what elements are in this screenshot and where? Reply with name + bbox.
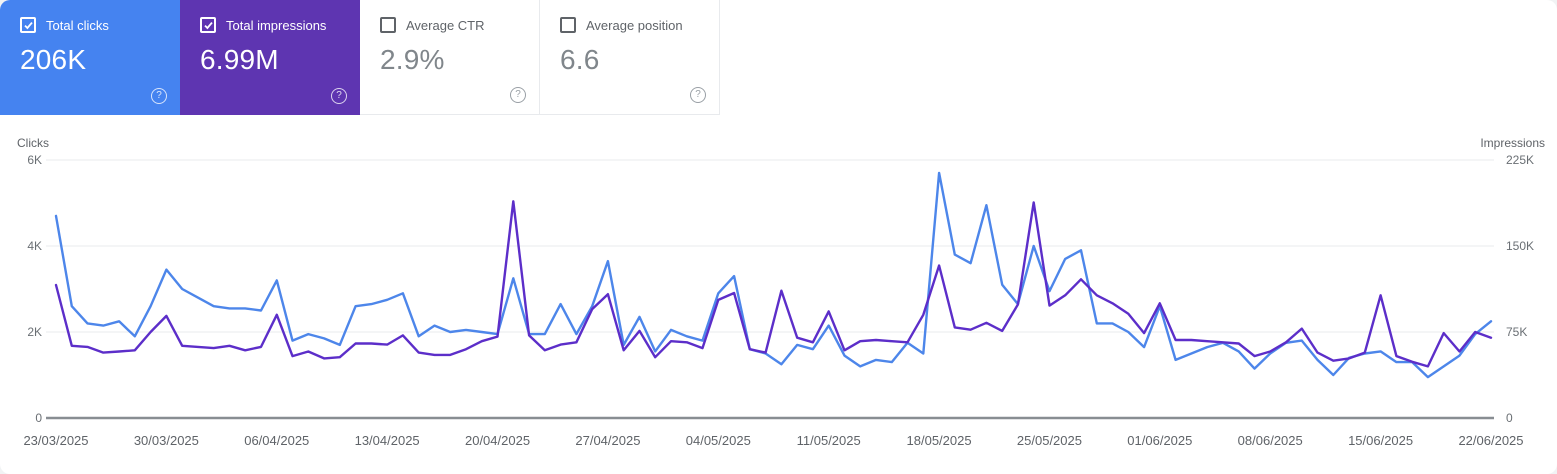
help-icon[interactable]: ? bbox=[151, 88, 167, 104]
left-axis-title: Clicks bbox=[17, 136, 49, 150]
x-axis-date-label: 23/03/2025 bbox=[23, 433, 89, 448]
metric-card-value: 6.99M bbox=[200, 44, 279, 75]
right-axis-tick-label: 225K bbox=[1506, 153, 1535, 167]
metric-card-value: 6.6 bbox=[560, 44, 600, 75]
metric-card-label: Total clicks bbox=[46, 17, 109, 33]
right-axis-tick-label: 75K bbox=[1506, 325, 1528, 339]
checkbox-average-position[interactable] bbox=[560, 17, 576, 33]
metric-card-value: 2.9% bbox=[380, 44, 445, 75]
x-axis-date-label: 06/04/2025 bbox=[244, 433, 310, 448]
metric-card-total-impressions[interactable]: Total impressions 6.99M ? bbox=[180, 0, 360, 115]
help-icon[interactable]: ? bbox=[690, 87, 706, 103]
metric-cards-row: Total clicks 206K ? Total impressions 6.… bbox=[0, 0, 720, 115]
help-icon[interactable]: ? bbox=[331, 88, 347, 104]
right-axis-title: Impressions bbox=[1480, 136, 1545, 150]
checkbox-total-clicks[interactable] bbox=[20, 17, 36, 33]
x-axis-date-label: 15/06/2025 bbox=[1348, 433, 1414, 448]
metric-card-total-clicks[interactable]: Total clicks 206K ? bbox=[0, 0, 180, 115]
right-axis-tick-label: 150K bbox=[1506, 239, 1535, 253]
x-axis-date-label: 18/05/2025 bbox=[906, 433, 972, 448]
metric-card-value: 206K bbox=[20, 44, 87, 75]
metric-card-label: Total impressions bbox=[226, 17, 327, 33]
metric-card-average-position[interactable]: Average position 6.6 ? bbox=[540, 0, 720, 115]
checkmark-icon bbox=[203, 21, 213, 29]
x-axis-date-label: 22/06/2025 bbox=[1458, 433, 1524, 448]
left-axis-tick-label: 2K bbox=[27, 325, 42, 339]
x-axis-date-label: 30/03/2025 bbox=[133, 433, 199, 448]
x-axis-date-label: 13/04/2025 bbox=[354, 433, 420, 448]
checkbox-total-impressions[interactable] bbox=[200, 17, 216, 33]
left-axis-tick-label: 6K bbox=[27, 153, 42, 167]
clicks-line[interactable] bbox=[54, 171, 1493, 379]
x-axis-date-label: 08/06/2025 bbox=[1237, 433, 1303, 448]
help-icon[interactable]: ? bbox=[510, 87, 526, 103]
left-axis-tick-label: 0 bbox=[35, 411, 42, 425]
metric-card-label: Average position bbox=[586, 17, 683, 33]
checkbox-average-ctr[interactable] bbox=[380, 17, 396, 33]
metric-card-average-ctr[interactable]: Average CTR 2.9% ? bbox=[360, 0, 540, 115]
impressions-line[interactable] bbox=[54, 200, 1493, 368]
x-axis-date-label: 01/06/2025 bbox=[1127, 433, 1193, 448]
x-axis-date-label: 11/05/2025 bbox=[796, 433, 861, 448]
x-axis-date-label: 25/05/2025 bbox=[1016, 433, 1082, 448]
checkmark-icon bbox=[23, 21, 33, 29]
x-axis-date-label: 04/05/2025 bbox=[685, 433, 751, 448]
x-axis-date-label: 27/04/2025 bbox=[575, 433, 641, 448]
right-axis-tick-label: 0 bbox=[1506, 411, 1513, 425]
left-axis-tick-label: 4K bbox=[27, 239, 42, 253]
x-axis-date-label: 20/04/2025 bbox=[464, 433, 531, 448]
metric-card-label: Average CTR bbox=[406, 17, 485, 33]
